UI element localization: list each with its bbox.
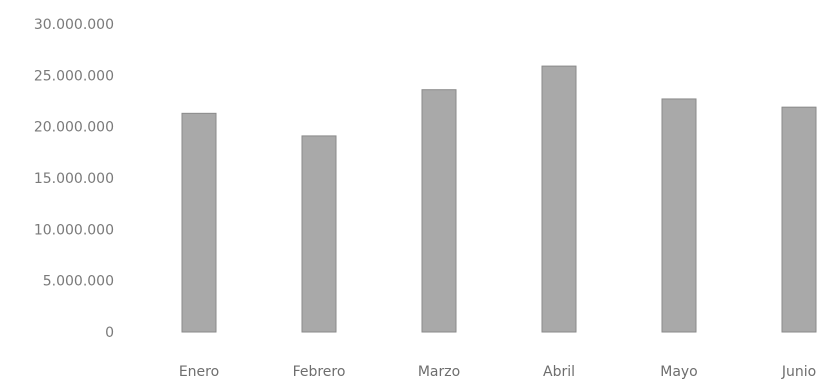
x-category-label: Febrero [293, 364, 346, 380]
y-tick-label: 0 [105, 325, 114, 341]
bar-abril [541, 65, 577, 333]
y-tick-label: 5.000.000 [43, 274, 114, 290]
bar-mayo [661, 98, 697, 333]
bar-enero [181, 112, 217, 333]
y-tick-label: 20.000.000 [34, 120, 114, 136]
y-tick-label: 25.000.000 [34, 68, 114, 84]
bars [181, 65, 817, 333]
x-category-label: Mayo [660, 364, 698, 380]
y-tick-label: 30.000.000 [34, 17, 114, 33]
x-category-label: Abril [543, 364, 575, 380]
y-tick-label: 15.000.000 [34, 171, 114, 187]
x-category-label: Marzo [418, 364, 460, 380]
bar-junio [781, 106, 817, 333]
x-axis: Enero Febrero Marzo Abril Mayo Junio [179, 364, 816, 380]
y-tick-label: 10.000.000 [34, 222, 114, 238]
x-category-label: Junio [781, 364, 816, 380]
bar-febrero [301, 135, 337, 333]
y-axis: 0 5.000.000 10.000.000 15.000.000 20.000.000… [34, 17, 114, 341]
bar-marzo [421, 89, 457, 333]
x-category-label: Enero [179, 364, 219, 380]
